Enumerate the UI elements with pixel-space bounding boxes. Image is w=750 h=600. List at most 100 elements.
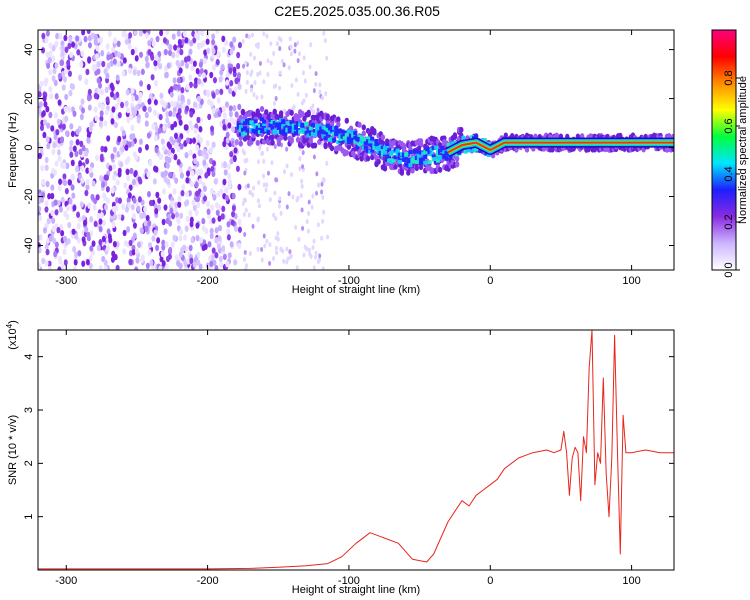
heatmap-noise-cell — [178, 119, 183, 126]
heatmap-ridge-core — [374, 138, 379, 143]
heatmap-noise-cell — [204, 227, 209, 235]
heatmap-noise-cell — [164, 263, 169, 270]
heatmap-noise-cell — [70, 159, 75, 167]
heatmap-noise-cell — [79, 140, 84, 148]
heatmap-noise-cell — [115, 179, 120, 186]
heatmap-ridge-core — [438, 156, 443, 161]
heatmap-noise-cell — [105, 96, 110, 103]
heatmap-ridge-core — [336, 128, 341, 133]
heatmap-noise-cell — [117, 167, 122, 175]
heatmap-ridge-core — [342, 136, 347, 141]
heatmap-noise-cell — [229, 48, 234, 56]
heatmap-noise-cell — [173, 121, 178, 128]
heatmap-ridge-core — [253, 124, 258, 129]
heatmap-ridge-core — [321, 134, 326, 139]
heatmap-noise-cell — [256, 217, 260, 223]
spectrogram-y-axis-label: Frequency (Hz) — [7, 112, 19, 188]
heatmap-noise-cell — [51, 167, 56, 175]
heatmap-noise-cell — [169, 91, 174, 98]
heatmap-noise-cell — [184, 152, 189, 159]
heatmap-noise-cell — [161, 239, 166, 247]
heatmap-noise-cell — [136, 117, 141, 124]
heatmap-ridge-halo — [289, 136, 294, 143]
heatmap-noise-cell — [196, 251, 201, 258]
heatmap-noise-cell — [57, 99, 62, 106]
heatmap-ridge-core — [270, 125, 275, 130]
heatmap-ridge-core — [285, 127, 290, 132]
heatmap-noise-cell — [80, 50, 85, 57]
heatmap-noise-cell — [48, 69, 53, 76]
heatmap-noise-cell — [84, 150, 89, 157]
heatmap-noise-cell — [278, 85, 282, 91]
heatmap-noise-cell — [247, 212, 251, 218]
heatmap-ridge-halo — [264, 109, 269, 116]
heatmap-ridge-core — [323, 136, 328, 141]
heatmap-noise-cell — [50, 125, 55, 132]
heatmap-ridge-core — [329, 125, 334, 130]
heatmap-noise-cell — [39, 80, 44, 88]
heatmap-noise-cell — [62, 76, 67, 83]
heatmap-noise-cell — [165, 111, 170, 118]
heatmap-noise-cell — [162, 101, 167, 109]
heatmap-noise-cell — [122, 138, 127, 146]
heatmap-noise-cell — [110, 153, 115, 160]
heatmap-noise-cell — [84, 78, 89, 85]
heatmap-ridge-core — [260, 129, 265, 134]
heatmap-noise-cell — [167, 122, 172, 129]
heatmap-noise-cell — [252, 92, 256, 98]
heatmap-noise-cell — [161, 188, 166, 195]
heatmap-ridge-core — [310, 132, 315, 137]
heatmap-noise-cell — [64, 187, 69, 195]
heatmap-noise-cell — [172, 100, 177, 108]
heatmap-noise-cell — [105, 245, 110, 252]
heatmap-noise-cell — [170, 200, 175, 207]
heatmap-noise-cell — [185, 105, 190, 112]
heatmap-ridge-core — [243, 131, 248, 136]
heatmap-noise-cell — [38, 234, 41, 242]
heatmap-noise-cell — [262, 79, 266, 85]
heatmap-noise-cell — [266, 71, 270, 77]
heatmap-noise-cell — [250, 69, 254, 75]
heatmap-noise-cell — [209, 227, 214, 235]
heatmap-noise-cell — [214, 237, 219, 244]
heatmap-noise-cell — [271, 256, 275, 262]
heatmap-ridge-core — [268, 123, 273, 128]
heatmap-noise-cell — [194, 181, 199, 188]
heatmap-noise-cell — [78, 148, 83, 156]
heatmap-noise-cell — [128, 32, 133, 39]
snr-y-axis-label: SNR (10 * v/v) — [7, 415, 19, 485]
heatmap-noise-cell — [159, 255, 164, 263]
heatmap-noise-cell — [96, 244, 101, 252]
heatmap-noise-cell — [188, 209, 193, 217]
heatmap-noise-cell — [78, 74, 83, 81]
heatmap-noise-cell — [146, 190, 151, 198]
heatmap-noise-cell — [93, 197, 98, 205]
heatmap-ridge-core — [247, 117, 252, 122]
heatmap-noise-cell — [39, 124, 44, 132]
heatmap-ridge-core — [406, 161, 411, 166]
heatmap-noise-cell — [221, 245, 226, 252]
heatmap-ridge-halo — [312, 142, 318, 149]
heatmap-noise-cell — [56, 118, 61, 126]
heatmap-ridge-core — [446, 142, 451, 147]
heatmap-ridge-core — [359, 139, 364, 144]
heatmap-noise-cell — [54, 160, 59, 167]
heatmap-noise-cell — [157, 127, 162, 134]
heatmap-noise-cell — [244, 88, 248, 94]
heatmap-noise-cell — [192, 137, 197, 144]
heatmap-noise-cell — [157, 204, 162, 211]
heatmap-noise-cell — [69, 83, 74, 90]
heatmap-noise-cell — [221, 46, 226, 54]
heatmap-noise-cell — [193, 127, 198, 135]
heatmap-noise-cell — [185, 177, 190, 184]
heatmap-noise-cell — [122, 57, 127, 64]
snr-x-tick-label: -100 — [338, 575, 360, 587]
heatmap-noise-cell — [69, 151, 74, 158]
heatmap-noise-cell — [171, 51, 176, 59]
heatmap-noise-cell — [320, 189, 324, 195]
heatmap-ridge-core — [355, 135, 360, 140]
heatmap-noise-cell — [104, 86, 109, 94]
heatmap-noise-cell — [53, 199, 58, 206]
heatmap-noise-cell — [79, 61, 84, 68]
colorbar-tick-label: 0.6 — [723, 118, 735, 133]
